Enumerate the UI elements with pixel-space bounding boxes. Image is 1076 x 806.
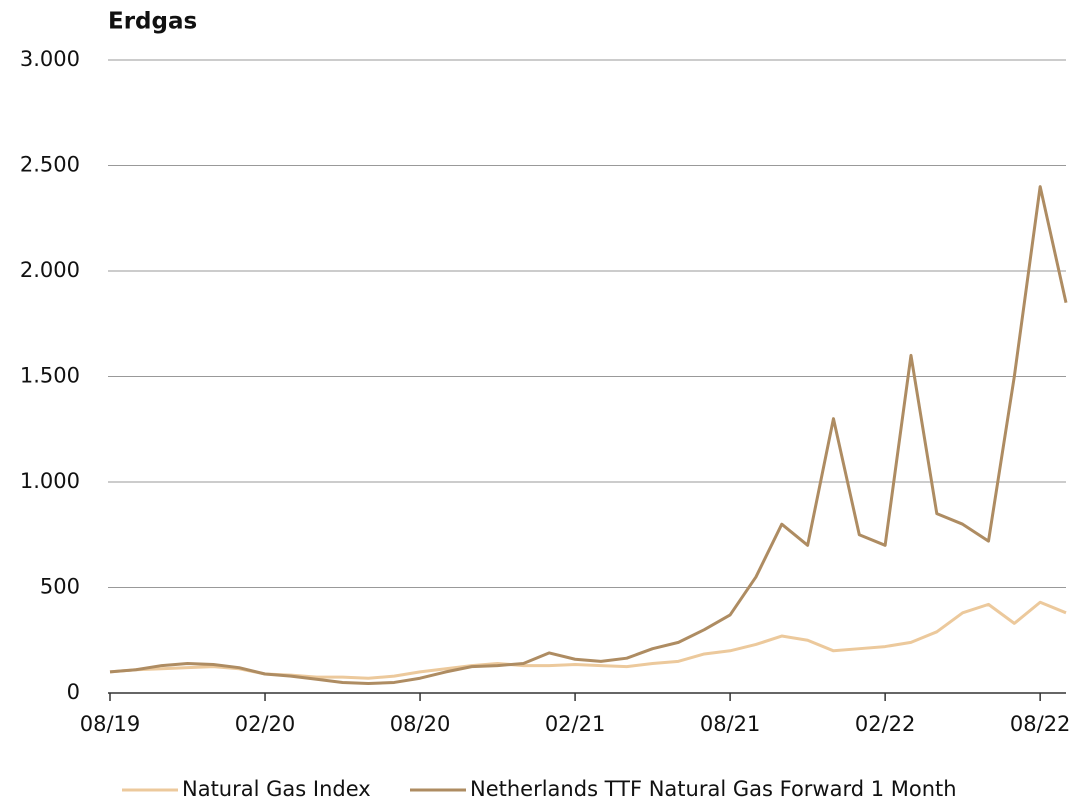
legend-label: Natural Gas Index [182,777,371,801]
x-tick-label: 02/21 [545,712,606,736]
y-tick-label: 2.000 [20,258,80,282]
x-tick-label: 02/22 [855,712,916,736]
x-tick-label: 08/22 [1010,712,1071,736]
x-tick-label: 08/19 [80,712,141,736]
legend-label: Netherlands TTF Natural Gas Forward 1 Mo… [470,777,957,801]
series-line [109,185,1068,686]
x-tick-label: 02/20 [235,712,296,736]
x-tick-label: 08/20 [390,712,451,736]
series-line [109,600,1067,680]
chart-title: Erdgas [108,9,197,35]
y-tick-label: 2.500 [20,153,80,177]
y-tick-label: 500 [40,575,80,599]
y-tick-label: 1.500 [20,364,80,388]
y-tick-label: 0 [67,680,80,704]
y-tick-label: 1.000 [20,469,80,493]
x-tick-label: 08/21 [700,712,761,736]
y-tick-label: 3.000 [20,47,80,71]
